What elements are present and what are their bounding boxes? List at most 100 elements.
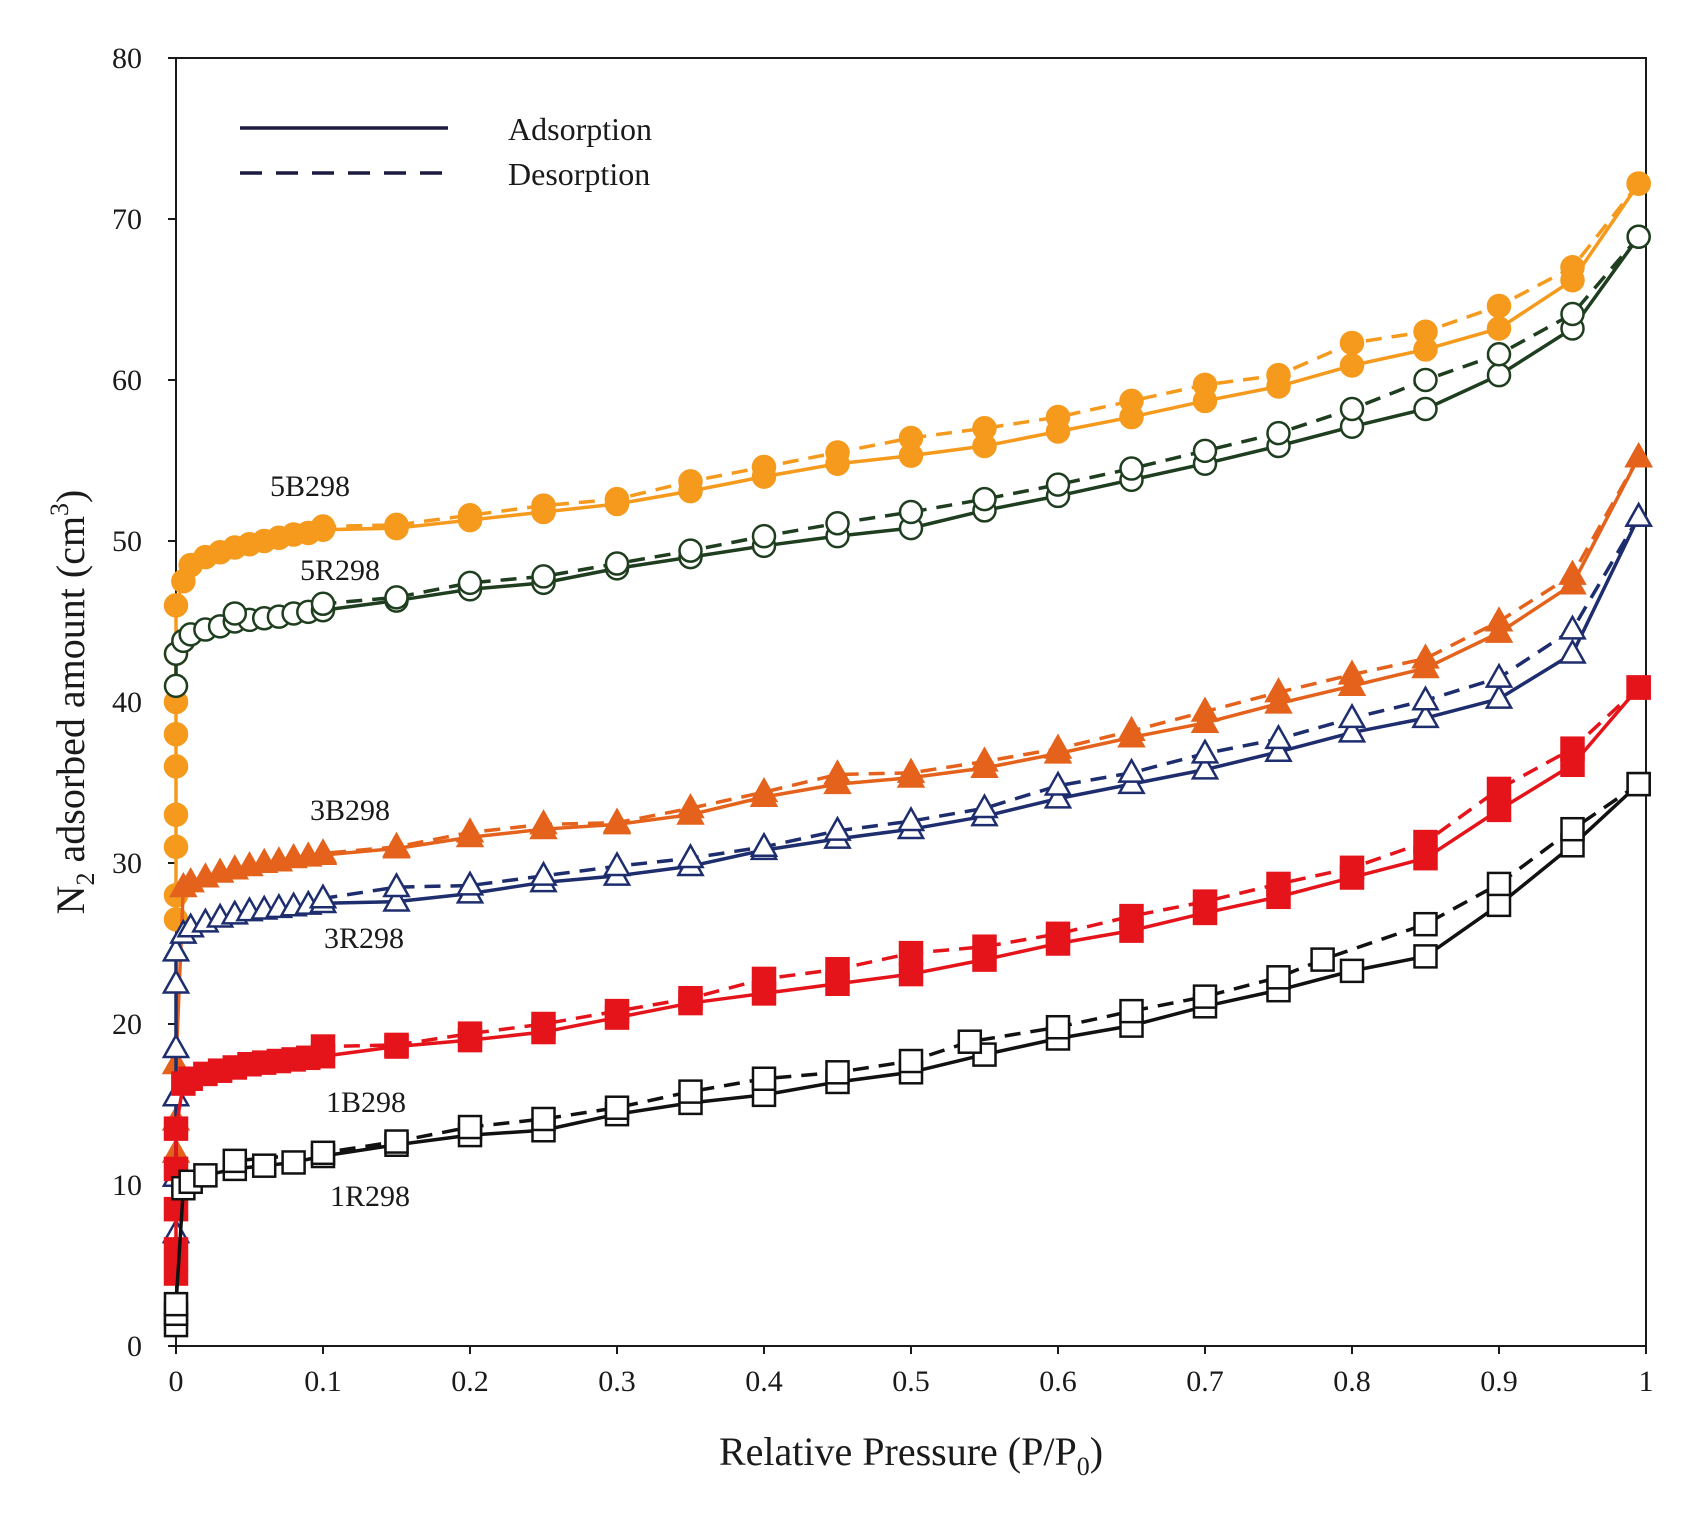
3B298-desorption-point-8 (1043, 733, 1073, 759)
1R298-desorption-point-6 (1192, 984, 1218, 1009)
y-tick-label-6: 60 (112, 364, 142, 397)
5B298-desorption-point-1 (1560, 255, 1585, 280)
series-label-1R298: 1R298 (330, 1180, 410, 1213)
3B298-desorption-point-1 (1558, 559, 1587, 585)
5B298-desorption-point-8 (1045, 404, 1071, 430)
legend-desorption-label: Desorption (508, 156, 650, 192)
1B298-desorption-point-6 (1192, 889, 1218, 914)
1R298-desorption-point-19 (222, 1148, 248, 1174)
1R298-desorption-point-2 (1486, 871, 1512, 897)
y-tick-label-3: 30 (112, 847, 142, 880)
y-tick-label-8: 80 (112, 42, 142, 75)
5R298-desorption-point-15 (531, 564, 556, 589)
5R298-desorption-point-4 (1339, 396, 1365, 422)
5B298-desorption-point-2 (1486, 293, 1512, 319)
series-1R298 (163, 771, 1651, 1338)
1R298-desorption-point-3 (1413, 911, 1438, 937)
3R298-desorption-point-14 (602, 851, 632, 877)
1B298-desorption-point-2 (1486, 776, 1512, 802)
5R298-desorption-point-1 (1560, 301, 1585, 327)
3R298-desorption-point-16 (455, 870, 485, 896)
3R298-adsorption-point-29 (1264, 736, 1293, 762)
y-tick-label-5: 50 (112, 525, 142, 558)
3R298-adsorption-point-3 (161, 1032, 191, 1059)
1B298-desorption-point-10 (898, 940, 924, 966)
series-label-3B298: 3B298 (310, 794, 390, 827)
5B298-adsorption-point-4 (163, 754, 189, 779)
1B298-desorption-point-1 (1560, 736, 1585, 761)
3R298-desorption-point-1 (1558, 614, 1587, 640)
3R298-desorption-point-6 (1190, 738, 1220, 764)
5R298-desorption-point-9 (972, 486, 997, 512)
3B298-desorption-point-17 (382, 831, 411, 857)
1R298-desorption-point-10 (898, 1048, 924, 1074)
series-label-5R298: 5R298 (300, 554, 380, 587)
5R298-desorption-point-11 (825, 511, 850, 536)
3R298-adsorption-point-26 (1043, 783, 1073, 809)
x-tick-label-1: 0.1 (304, 1365, 342, 1398)
series-3B298 (161, 442, 1653, 1163)
3R298-desorption-point-0 (1624, 501, 1653, 527)
1B298-desorption-point-15 (531, 1011, 556, 1037)
3R298-desorption-point-9 (970, 793, 999, 819)
3R298-adsorption-point-30 (1337, 717, 1367, 743)
5B298-desorption-point-0 (1626, 171, 1651, 196)
5B298-desorption-point-7 (1119, 388, 1144, 414)
5B298-desorption-point-4 (1339, 330, 1365, 356)
x-tick-label-6: 0.6 (1039, 1365, 1077, 1398)
3R298-adsorption-point-4 (161, 968, 191, 994)
3R298-desorption-point-3 (1411, 685, 1440, 711)
1R298-desorption-point-15 (531, 1106, 556, 1132)
x-tick-label-2: 0.2 (451, 1365, 489, 1398)
1R298-desorption-point-11 (825, 1060, 850, 1085)
5R298-desorption-line (234, 235, 1640, 616)
1R298-desorption-point-1 (1560, 816, 1585, 842)
5B298-desorption-point-11 (825, 440, 850, 465)
5B298-desorption-point-5 (1266, 362, 1291, 388)
5B298-desorption-point-14 (604, 486, 630, 512)
3R298-desorption-point-2 (1484, 662, 1514, 688)
3B298-desorption-point-3 (1411, 643, 1440, 669)
3R298-desorption-point-4 (1337, 702, 1367, 729)
1R298-desorption-point-4 (1310, 947, 1335, 972)
1R298-desorption-point-18 (310, 1140, 336, 1166)
1R298-adsorption-point-7 (251, 1153, 277, 1178)
x-tick-label-5: 0.5 (892, 1365, 930, 1398)
1B298-desorption-point-17 (384, 1032, 409, 1058)
5B298-adsorption-point-2 (163, 834, 189, 860)
legend-adsorption-label: Adsorption (508, 111, 652, 147)
5R298-desorption-point-17 (384, 585, 409, 610)
series-5R298 (163, 224, 1651, 699)
x-tick-label-8: 0.8 (1333, 1365, 1371, 1398)
5R298-desorption-point-16 (457, 570, 483, 596)
1B298-desorption-point-14 (604, 998, 630, 1024)
y-tick-label-0: 0 (127, 1330, 142, 1363)
3B298-desorption-point-15 (529, 809, 558, 835)
5B298-desorption-point-18 (310, 514, 336, 539)
1R298-adsorption-point-24 (1413, 944, 1438, 969)
3R298-adsorption-point-5 (161, 936, 191, 962)
y-axis: 0 10 20 30 40 50 60 70 80 (112, 42, 176, 1363)
1B298-adsorption-point-1 (163, 1237, 189, 1262)
1B298-adsorption-point-23 (898, 961, 924, 987)
3R298-desorption-point-10 (896, 805, 926, 832)
3B298-desorption-point-10 (896, 757, 926, 783)
3R298-desorption-point-5 (1264, 723, 1293, 750)
x-tick-label-7: 0.7 (1186, 1365, 1224, 1398)
3R298-adsorption-point-31 (1411, 702, 1440, 729)
5B298-desorption-point-3 (1413, 319, 1438, 344)
1R298-desorption-point-12 (751, 1066, 777, 1091)
1B298-desorption-point-0 (1626, 675, 1651, 700)
3R298-desorption-point-12 (749, 831, 779, 857)
5R298-desorption-point-13 (678, 538, 703, 563)
3R298-adsorption-point-17 (382, 886, 411, 912)
3R298-desorption-point-15 (529, 860, 558, 886)
1B298-desorption-point-3 (1413, 829, 1438, 855)
1B298-adsorption-point-31 (1486, 797, 1512, 823)
1B298-desorption-point-16 (457, 1021, 483, 1046)
1B298-desorption-point-4 (1339, 855, 1365, 881)
3B298-desorption-point-18 (308, 838, 338, 864)
5B298-adsorption-point-33 (1339, 353, 1365, 378)
series-3R298 (161, 501, 1653, 1244)
